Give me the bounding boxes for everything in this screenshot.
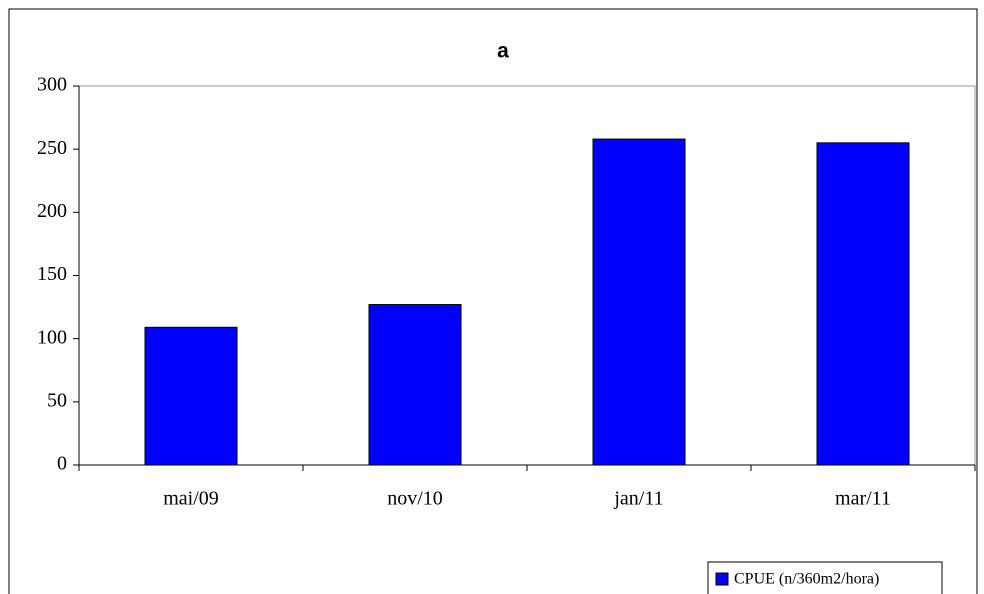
y-tick-label: 150	[37, 263, 67, 285]
x-tick-label: mar/11	[835, 488, 891, 510]
y-tick-label: 200	[37, 200, 67, 222]
y-tick-label: 100	[37, 326, 67, 348]
x-tick-label: mai/09	[163, 488, 219, 510]
y-tick-label: 250	[37, 137, 67, 159]
y-tick-label: 300	[37, 74, 67, 96]
bar	[592, 138, 686, 466]
y-tick-label: 0	[57, 453, 67, 475]
chart-frame	[8, 8, 978, 594]
legend-label: CPUE (n/360m2/hora)	[734, 571, 879, 588]
chart-title: a	[497, 40, 509, 63]
bar	[816, 142, 910, 466]
bar	[144, 326, 238, 466]
legend	[707, 561, 943, 594]
x-tick-label: jan/11	[613, 488, 663, 510]
y-tick-label: 50	[47, 389, 67, 411]
legend-swatch	[715, 572, 729, 586]
bar	[368, 304, 462, 466]
x-tick-label: nov/10	[387, 488, 443, 510]
